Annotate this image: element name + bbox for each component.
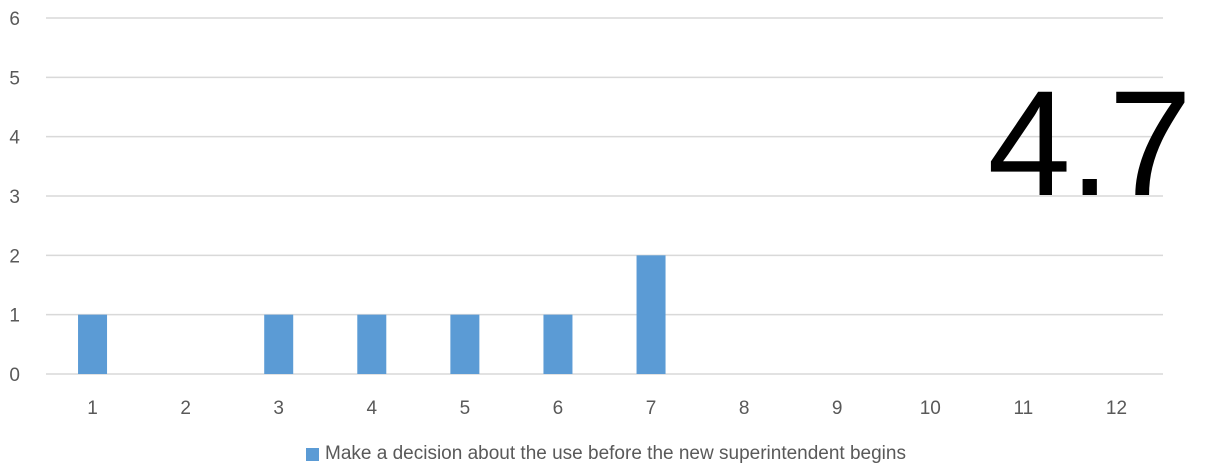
x-tick-label: 8	[739, 398, 750, 419]
x-tick-label: 4	[367, 398, 378, 419]
y-tick-label: 0	[9, 365, 20, 386]
x-tick-label: 2	[180, 398, 191, 419]
bar	[78, 314, 108, 374]
x-tick-label: 11	[1014, 398, 1034, 419]
bar	[543, 314, 573, 374]
x-tick-label: 10	[920, 398, 941, 419]
y-axis-ticks: 0 1 2 3 4 5 6	[9, 9, 20, 386]
x-tick-label: 12	[1106, 398, 1127, 419]
x-tick-label: 1	[87, 398, 98, 419]
x-tick-label: 6	[553, 398, 564, 419]
x-axis-ticks: 1 2 3 4 5 6 7 8 9 10 11 12	[87, 398, 1127, 419]
legend-label: Make a decision about the use before the…	[325, 443, 906, 464]
x-tick-label: 5	[460, 398, 471, 419]
x-tick-label: 7	[646, 398, 657, 419]
bar	[357, 314, 387, 374]
y-tick-label: 4	[9, 128, 20, 149]
bar	[450, 314, 480, 374]
legend: Make a decision about the use before the…	[0, 443, 1212, 465]
y-tick-label: 5	[9, 68, 20, 89]
x-tick-label: 3	[273, 398, 284, 419]
x-tick-label: 9	[832, 398, 843, 419]
y-tick-label: 2	[9, 246, 20, 267]
big-value-label: 4.7	[987, 59, 1192, 227]
y-tick-label: 3	[9, 187, 20, 208]
legend-swatch	[306, 447, 320, 461]
bar	[264, 314, 294, 374]
y-tick-label: 6	[9, 9, 20, 30]
y-tick-label: 1	[9, 306, 20, 327]
bars	[78, 255, 666, 374]
bar	[636, 255, 666, 374]
gridlines	[46, 17, 1163, 375]
